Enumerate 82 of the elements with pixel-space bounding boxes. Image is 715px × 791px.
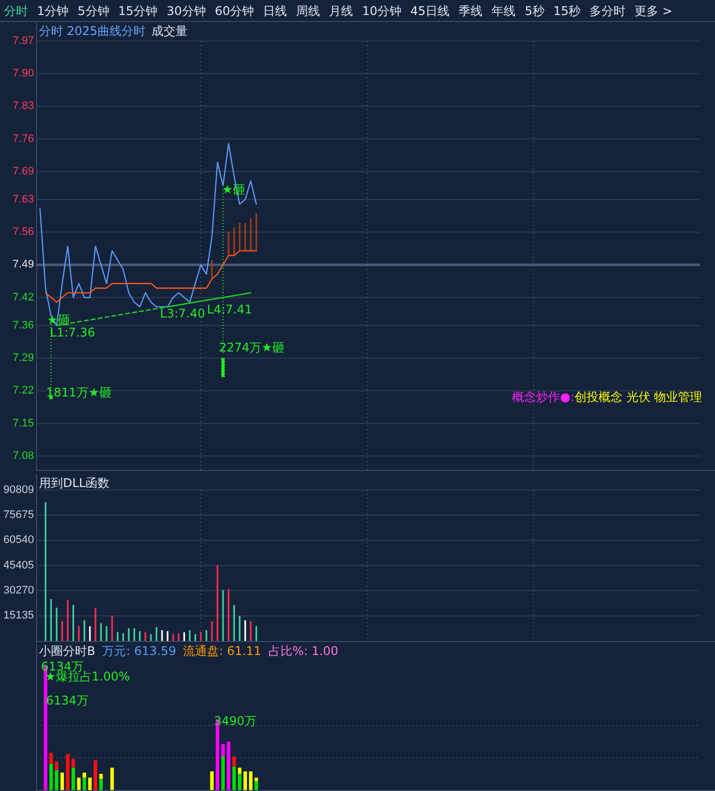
bar <box>232 766 236 790</box>
bar <box>82 772 86 778</box>
y-tick-label: 7.97 <box>12 34 34 47</box>
y-tick-label: 7.29 <box>12 352 34 364</box>
line-series <box>44 250 257 303</box>
y-tick-label: 7.22 <box>12 384 34 397</box>
text: 15秒 <box>553 4 581 18</box>
annotation: 概念炒作●: <box>512 390 575 404</box>
text: 5秒 <box>524 4 544 18</box>
y-tick-label: 45405 <box>3 559 34 572</box>
bar <box>88 778 92 790</box>
y-tick-label: 7.69 <box>12 165 34 178</box>
text: 占比%: 1.00 <box>268 644 338 658</box>
annotation: L4:7.41 <box>207 302 252 316</box>
y-tick-label: 7.42 <box>12 291 34 304</box>
text: 分时 <box>4 4 28 18</box>
annotation: 3490万 <box>214 714 257 728</box>
bar <box>49 752 53 764</box>
annotation: 创投概念 光伏 物业管理 <box>574 390 702 404</box>
bar <box>238 768 242 774</box>
y-tick-label: 7.76 <box>12 132 34 145</box>
text: 更多 > <box>634 4 672 18</box>
y-tick-label: 75675 <box>3 509 34 522</box>
chart-title: 用到DLL函数 <box>39 476 110 490</box>
bar <box>49 764 53 790</box>
chart-title: 分时 2025曲线分时 <box>39 24 146 38</box>
y-tick-label: 7.15 <box>12 417 34 430</box>
bar <box>82 778 86 790</box>
y-tick-label: 30270 <box>3 584 34 597</box>
bar <box>221 756 225 790</box>
chart-subtitle: 成交量 <box>151 24 188 38</box>
text: 周线 <box>296 4 320 18</box>
text: 15分钟 <box>118 4 158 18</box>
y-tick-label: 90809 <box>3 484 34 496</box>
bar <box>60 772 64 790</box>
text: 1分钟 <box>37 4 69 18</box>
bar <box>66 754 70 790</box>
bar <box>221 744 225 757</box>
bar <box>94 760 98 790</box>
y-tick-label: 60540 <box>3 534 34 546</box>
text: 30分钟 <box>166 4 206 18</box>
y-tick-label: 7.49 <box>12 258 34 271</box>
bar <box>249 771 253 790</box>
chart-title: 小圈分时B <box>39 644 96 658</box>
text: 季线 <box>458 4 483 18</box>
y-tick-label: 15135 <box>3 610 34 622</box>
bar <box>226 742 230 790</box>
text: 10分钟 <box>362 4 402 18</box>
bar <box>99 778 103 790</box>
bar <box>210 771 214 790</box>
bar <box>254 778 258 782</box>
bar <box>72 768 76 790</box>
text: 年线 <box>492 4 516 18</box>
annotation: L3:7.40 <box>160 306 206 320</box>
text: 45日线 <box>410 4 450 18</box>
line-series <box>39 142 257 326</box>
y-tick-label: 7.83 <box>12 100 34 112</box>
y-tick-label: 7.36 <box>12 319 34 332</box>
text: 5分钟 <box>78 4 110 18</box>
bar <box>243 771 247 790</box>
bar <box>77 778 81 790</box>
annotation: 2274万★砸 <box>219 340 284 354</box>
bar <box>54 761 58 770</box>
text: 60分钟 <box>214 4 254 18</box>
y-tick-label: 7.56 <box>12 226 34 238</box>
bar <box>99 774 103 779</box>
bar <box>232 756 236 766</box>
bar <box>254 781 258 790</box>
bar <box>238 774 242 790</box>
annotation: 1811万★砸 <box>46 385 112 400</box>
bar <box>72 759 76 768</box>
bar <box>110 768 114 790</box>
y-tick-label: 7.08 <box>12 450 34 462</box>
text: 日线 <box>263 4 288 18</box>
annotation: L1:7.36 <box>50 325 96 340</box>
text: 流通盘: 61.11 <box>183 644 262 658</box>
text: 多分时 <box>590 4 626 18</box>
text: 万元: 613.59 <box>102 644 176 658</box>
bar <box>54 770 58 790</box>
text: 月线 <box>329 4 354 18</box>
y-tick-label: 7.63 <box>12 193 34 206</box>
y-tick-label: 7.90 <box>12 68 34 80</box>
